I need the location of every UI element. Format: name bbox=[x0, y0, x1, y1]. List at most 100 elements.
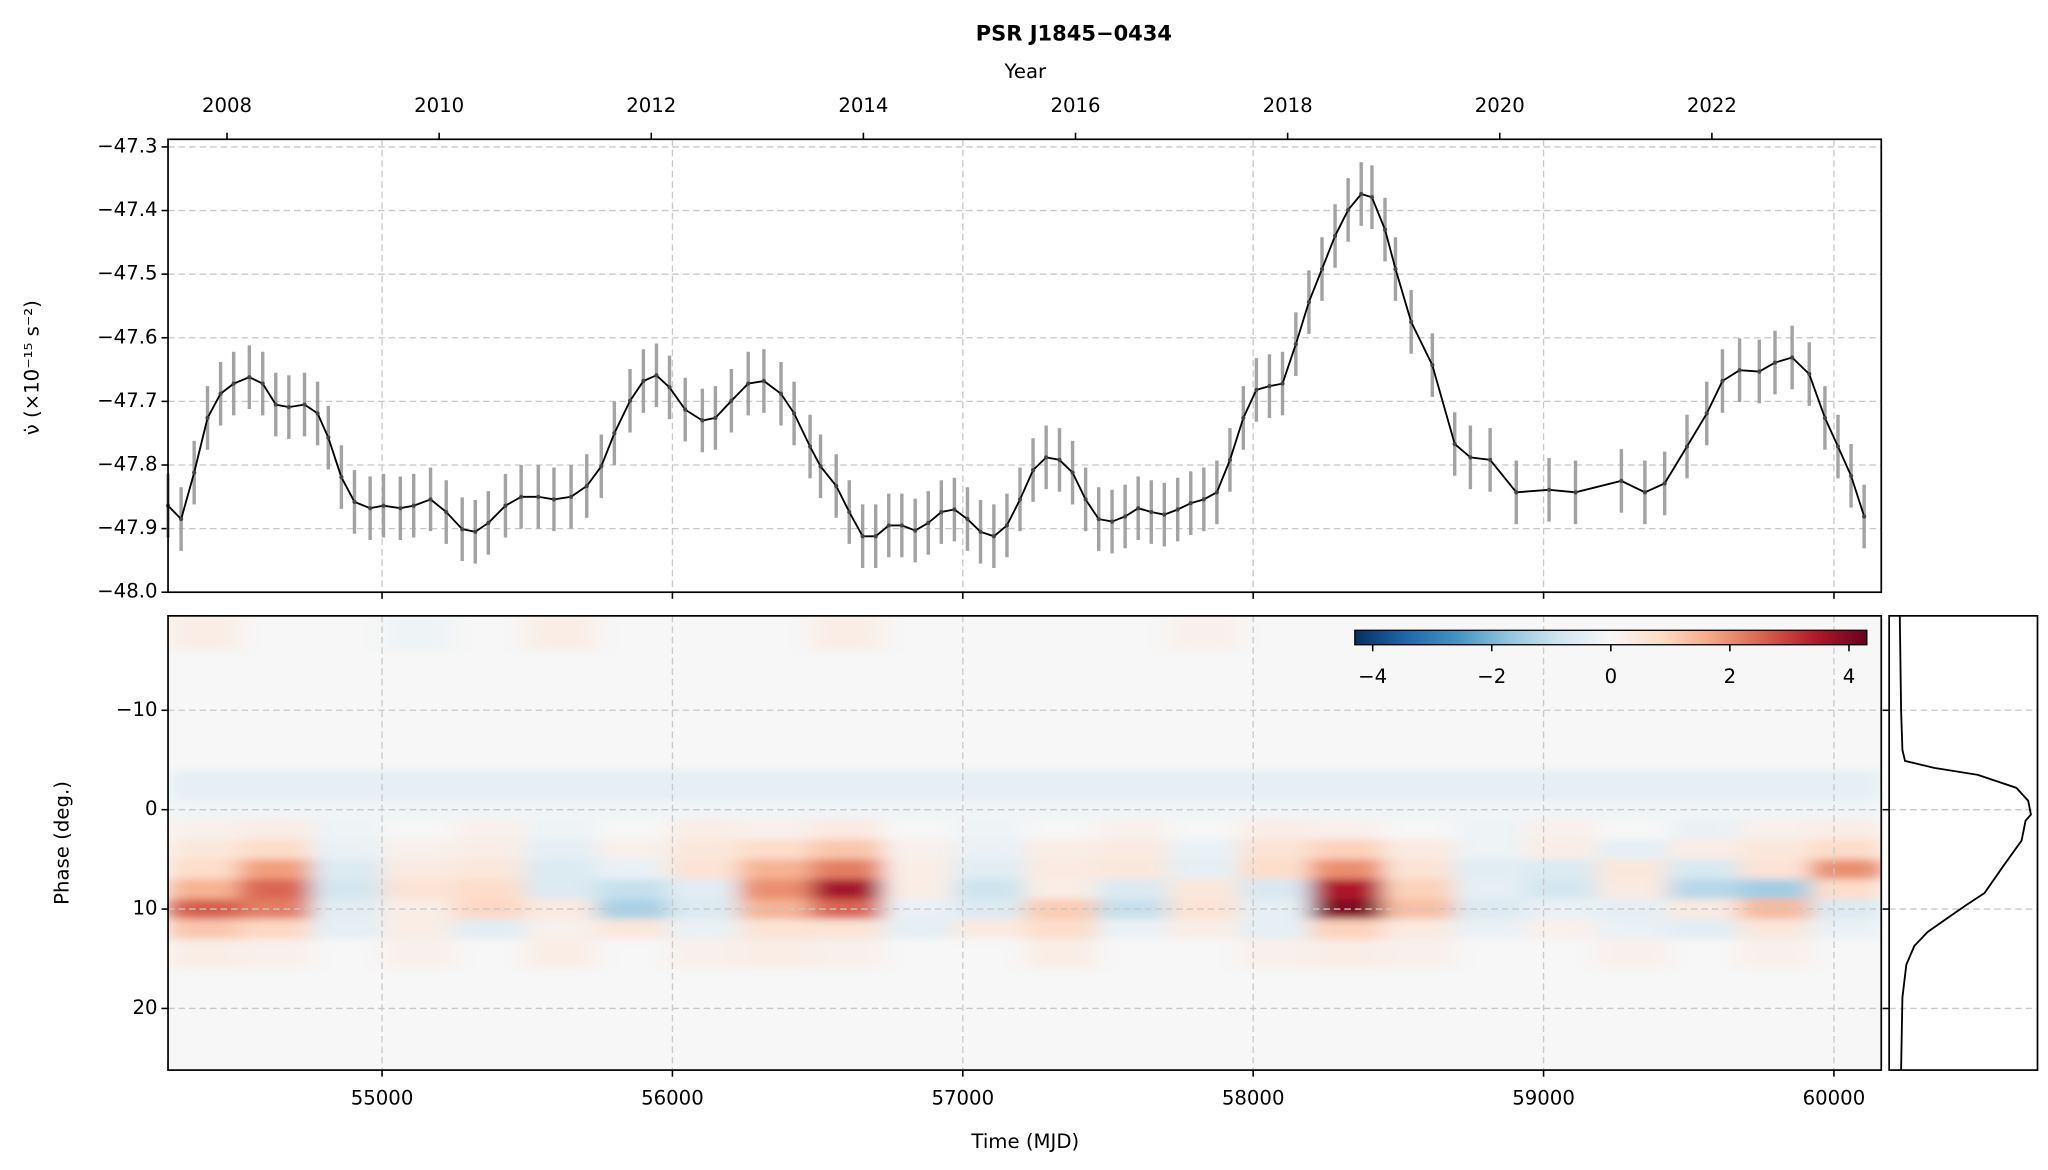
heatmap-cell bbox=[525, 938, 598, 970]
heatmap-cell bbox=[1453, 938, 1526, 970]
data-point bbox=[761, 378, 766, 384]
data-point bbox=[807, 444, 813, 449]
data-point bbox=[519, 494, 524, 499]
data-point bbox=[1359, 191, 1364, 197]
data-point bbox=[352, 499, 357, 504]
data-point bbox=[778, 391, 784, 396]
heatmap-cell bbox=[453, 859, 526, 880]
y-tick-label: −47.9 bbox=[97, 516, 157, 539]
axes-frame bbox=[167, 138, 1883, 594]
heatmap-cell bbox=[382, 839, 455, 861]
heatmap-cell bbox=[810, 799, 884, 821]
data-point bbox=[965, 516, 970, 522]
heatmap-cell bbox=[1310, 769, 1384, 801]
data-point bbox=[1306, 300, 1312, 305]
data-point bbox=[411, 503, 416, 508]
heatmap-cell bbox=[382, 859, 455, 880]
heatmap-cell bbox=[953, 819, 1026, 841]
heatmap-cell bbox=[1668, 819, 1741, 841]
heatmap-cell bbox=[953, 879, 1026, 900]
data-point bbox=[1083, 497, 1088, 502]
heatmap-cell bbox=[239, 968, 312, 1071]
heatmap-cell bbox=[1668, 879, 1741, 900]
heatmap-cell bbox=[168, 879, 241, 900]
heatmap-cell bbox=[168, 968, 241, 1071]
data-point bbox=[381, 503, 386, 508]
heatmap-cell bbox=[525, 879, 598, 900]
y-tick-label: −47.4 bbox=[97, 198, 157, 221]
heatmap-cell bbox=[1168, 899, 1241, 920]
y-tick-label: 10 bbox=[132, 897, 157, 920]
heatmap-cell bbox=[1596, 859, 1669, 880]
data-point bbox=[683, 407, 688, 412]
heatmap-cell bbox=[810, 938, 884, 970]
heatmap-cell bbox=[1453, 968, 1526, 1071]
data-point bbox=[952, 507, 957, 512]
heatmap-cell bbox=[453, 839, 526, 861]
heatmap-cell bbox=[1525, 938, 1598, 970]
heatmap-cell bbox=[1525, 799, 1598, 821]
heatmap-cell bbox=[882, 938, 955, 970]
data-point bbox=[1772, 360, 1778, 365]
data-point bbox=[1201, 497, 1206, 502]
heatmap-cell bbox=[168, 769, 241, 801]
heatmap-cell bbox=[1168, 799, 1241, 821]
heatmap-cell bbox=[1596, 919, 1669, 940]
data-point bbox=[1790, 355, 1795, 360]
heatmap-cell bbox=[1525, 769, 1598, 801]
heatmap-cell bbox=[1239, 769, 1312, 801]
heatmap-cell bbox=[1453, 859, 1526, 880]
heatmap-cell bbox=[1811, 819, 1882, 841]
data-point bbox=[1862, 514, 1867, 519]
heatmap-cell bbox=[1168, 819, 1241, 841]
heatmap-cell bbox=[1453, 899, 1526, 920]
data-point bbox=[612, 431, 617, 436]
heatmap-cell bbox=[453, 879, 526, 900]
data-point bbox=[1848, 473, 1854, 478]
heatmap-cell bbox=[668, 879, 741, 900]
heatmap-cell bbox=[1382, 769, 1455, 801]
data-point bbox=[1822, 415, 1828, 421]
data-point bbox=[667, 385, 672, 390]
heatmap-cell bbox=[1668, 859, 1741, 880]
x-tick-label: 59000 bbox=[1512, 1086, 1575, 1109]
data-point bbox=[1737, 368, 1742, 373]
heatmap-cell bbox=[453, 899, 526, 920]
heatmap-cell bbox=[810, 819, 884, 841]
data-point bbox=[1346, 207, 1351, 213]
heatmap-cell bbox=[596, 919, 669, 940]
data-point bbox=[1369, 195, 1375, 200]
heatmap-cell bbox=[1525, 859, 1598, 880]
heatmap-cell bbox=[953, 968, 1026, 1071]
heatmap-cell bbox=[668, 968, 741, 1071]
x-tick-label: 60000 bbox=[1803, 1086, 1866, 1109]
heatmap-cell bbox=[1168, 615, 1241, 652]
heatmap-cell bbox=[668, 938, 741, 970]
heatmap-cell bbox=[453, 919, 526, 940]
heatmap-cell bbox=[1525, 968, 1598, 1071]
data-point bbox=[1267, 384, 1272, 389]
data-point bbox=[536, 494, 541, 499]
data-point bbox=[1409, 319, 1414, 324]
heatmap-cell bbox=[596, 769, 669, 801]
data-point bbox=[1642, 490, 1648, 495]
heatmap-cell bbox=[739, 899, 812, 920]
x-tick-label: 57000 bbox=[931, 1086, 994, 1109]
heatmap-cell bbox=[382, 899, 455, 920]
heatmap-cell bbox=[953, 769, 1026, 801]
heatmap-cell bbox=[596, 879, 669, 900]
heatmap-cell bbox=[596, 819, 669, 841]
heatmap-cell bbox=[525, 819, 598, 841]
data-point bbox=[599, 464, 604, 469]
heatmap-cell bbox=[1811, 799, 1882, 821]
heatmap-cell bbox=[739, 938, 812, 970]
heatmap-cell bbox=[168, 839, 241, 861]
data-point bbox=[978, 529, 983, 534]
data-point bbox=[1188, 501, 1193, 506]
colorbar-tick-label: 2 bbox=[1724, 665, 1737, 688]
heatmap-cell bbox=[168, 819, 241, 841]
heatmap-cell bbox=[453, 819, 526, 841]
heatmap-cell bbox=[1310, 938, 1384, 970]
data-point bbox=[231, 381, 236, 386]
